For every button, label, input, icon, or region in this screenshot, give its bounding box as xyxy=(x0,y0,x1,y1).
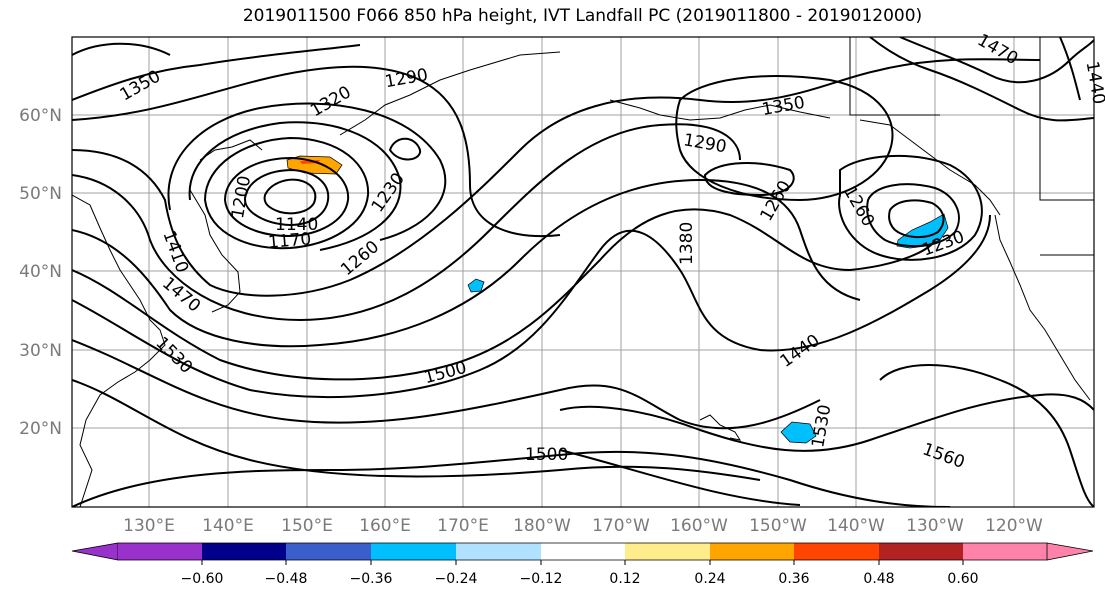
map-title: 2019011500 F066 850 hPa height, IVT Land… xyxy=(242,6,923,26)
colorbar-bin xyxy=(710,543,794,560)
contour-label: 1380 xyxy=(677,222,697,265)
lat-label: 30°N xyxy=(19,341,62,361)
blue-shaded-region-south xyxy=(780,421,817,444)
colorbar-bin xyxy=(371,543,456,560)
lon-label: 120°W xyxy=(985,516,1043,536)
lat-label: 20°N xyxy=(19,419,62,439)
lon-label: 170°W xyxy=(592,516,650,536)
lat-label: 60°N xyxy=(19,106,62,126)
colorbar-tick-label: 0.24 xyxy=(694,571,725,587)
colorbar-bin xyxy=(456,543,541,560)
blue-shaded-region-east xyxy=(896,213,949,249)
blue-shaded-region-central xyxy=(467,278,485,293)
colorbar-extend-max xyxy=(1046,542,1094,561)
colorbar-tick-label: 0.60 xyxy=(947,571,978,587)
latitude-labels: 60°N 50°N 40°N 30°N 20°N xyxy=(19,106,62,439)
colorbar-bin xyxy=(541,543,625,560)
colorbar-tick-label: −0.60 xyxy=(181,571,224,587)
colorbar-tick-label: 0.48 xyxy=(863,571,894,587)
colorbar-bin xyxy=(286,543,371,560)
colorbar-bin xyxy=(118,543,202,560)
colorbar-tick-label: 0.12 xyxy=(609,571,640,587)
colorbar-tick-label: −0.24 xyxy=(435,571,478,587)
map-frame xyxy=(71,36,1095,508)
longitude-labels: 130°E 140°E 150°E 160°E 170°E 180°W 170°… xyxy=(123,516,1043,536)
contour-label: 1500 xyxy=(525,445,568,465)
colorbar-extend-min xyxy=(71,542,119,561)
colorbar-bin xyxy=(625,543,710,560)
height-contours xyxy=(72,37,1094,507)
lon-label: 180°W xyxy=(513,516,571,536)
lon-label: 130°W xyxy=(906,516,964,536)
lon-label: 160°E xyxy=(359,516,411,536)
colorbar-bin xyxy=(879,543,963,560)
colorbar: −0.60 −0.48 −0.36 −0.24 −0.12 0.12 0.24 … xyxy=(71,542,1094,587)
lon-label: 140°E xyxy=(202,516,254,536)
lon-label: 170°E xyxy=(437,516,489,536)
colorbar-bin xyxy=(794,543,879,560)
colorbar-tick-label: −0.48 xyxy=(265,571,308,587)
colorbar-tick-label: −0.36 xyxy=(350,571,393,587)
orange-shaded-region xyxy=(286,155,343,175)
lon-label: 160°W xyxy=(670,516,728,536)
contour-label: 1170 xyxy=(267,229,312,253)
lat-label: 40°N xyxy=(19,262,62,282)
colorbar-tick-label: −0.12 xyxy=(520,571,563,587)
lon-label: 140°W xyxy=(827,516,885,536)
colorbar-bin xyxy=(202,543,286,560)
colorbar-bin xyxy=(963,543,1047,560)
lon-label: 130°E xyxy=(123,516,175,536)
contour-label: 1140 xyxy=(275,215,318,235)
colorbar-tick-label: 0.36 xyxy=(778,571,809,587)
lat-label: 50°N xyxy=(19,184,62,204)
contour-label: 1440 xyxy=(1082,60,1105,106)
lon-label: 150°W xyxy=(749,516,807,536)
lon-label: 150°E xyxy=(281,516,333,536)
